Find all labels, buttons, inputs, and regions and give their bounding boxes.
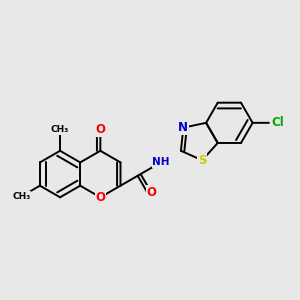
Text: NH: NH: [152, 158, 169, 167]
Text: CH₃: CH₃: [13, 192, 31, 201]
Text: S: S: [198, 154, 206, 167]
Text: O: O: [146, 186, 156, 199]
Text: Cl: Cl: [272, 116, 285, 129]
Text: O: O: [95, 191, 105, 204]
Text: CH₃: CH₃: [51, 125, 69, 134]
Text: N: N: [178, 121, 188, 134]
Text: O: O: [95, 123, 105, 136]
